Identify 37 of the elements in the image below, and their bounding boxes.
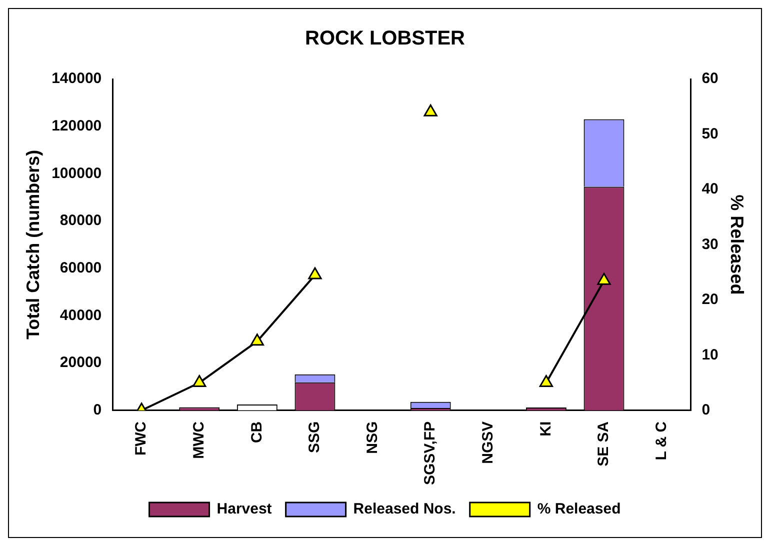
y-tick-label: 80000: [60, 212, 102, 230]
y-tick-label: 60000: [60, 259, 102, 276]
y-tick-label: 40000: [60, 306, 102, 324]
x-tick-label: FWC: [132, 421, 150, 456]
x-tick-label: MWC: [190, 421, 208, 459]
y-tick-label: 20000: [60, 354, 102, 372]
y2-tick-label: 0: [702, 402, 710, 418]
point: [192, 374, 206, 387]
y-tick-label: 140000: [52, 70, 102, 88]
x-tick-label: KI: [537, 421, 554, 436]
y-tick-label: 0: [93, 402, 102, 418]
y2-tick-label: 40: [702, 180, 718, 198]
y-tick-label: 100000: [52, 164, 102, 182]
x-tick-label: CB: [248, 421, 266, 444]
y2-tick-label: 10: [702, 346, 718, 364]
point: [308, 267, 322, 280]
x-tick-label: SGSV,FP: [422, 421, 439, 485]
point: [424, 104, 438, 116]
y-axis-title: Total Catch (numbers): [22, 150, 43, 340]
point: [597, 272, 611, 285]
x-tick-label: NSG: [364, 421, 381, 454]
x-tick-label: L & C: [652, 421, 670, 460]
y2-tick-label: 20: [702, 291, 718, 308]
y2-axis-title: % Released: [727, 194, 748, 295]
y2-tick-label: 30: [702, 236, 718, 253]
y2-tick-label: 60: [702, 70, 718, 88]
point: [250, 334, 264, 346]
x-tick-label: SE SA: [595, 421, 612, 466]
y-tick-label: 120000: [52, 117, 102, 134]
x-tick-label: NGSV: [480, 421, 497, 464]
legend-label: Released Nos.: [353, 500, 456, 518]
legend-label: Harvest: [216, 500, 272, 518]
legend-label: % Released: [537, 500, 621, 518]
point: [539, 374, 554, 387]
x-tick-label: SSG: [306, 421, 324, 454]
y2-tick-label: 50: [702, 125, 718, 142]
chart-title: ROCK LOBSTER: [305, 28, 466, 50]
